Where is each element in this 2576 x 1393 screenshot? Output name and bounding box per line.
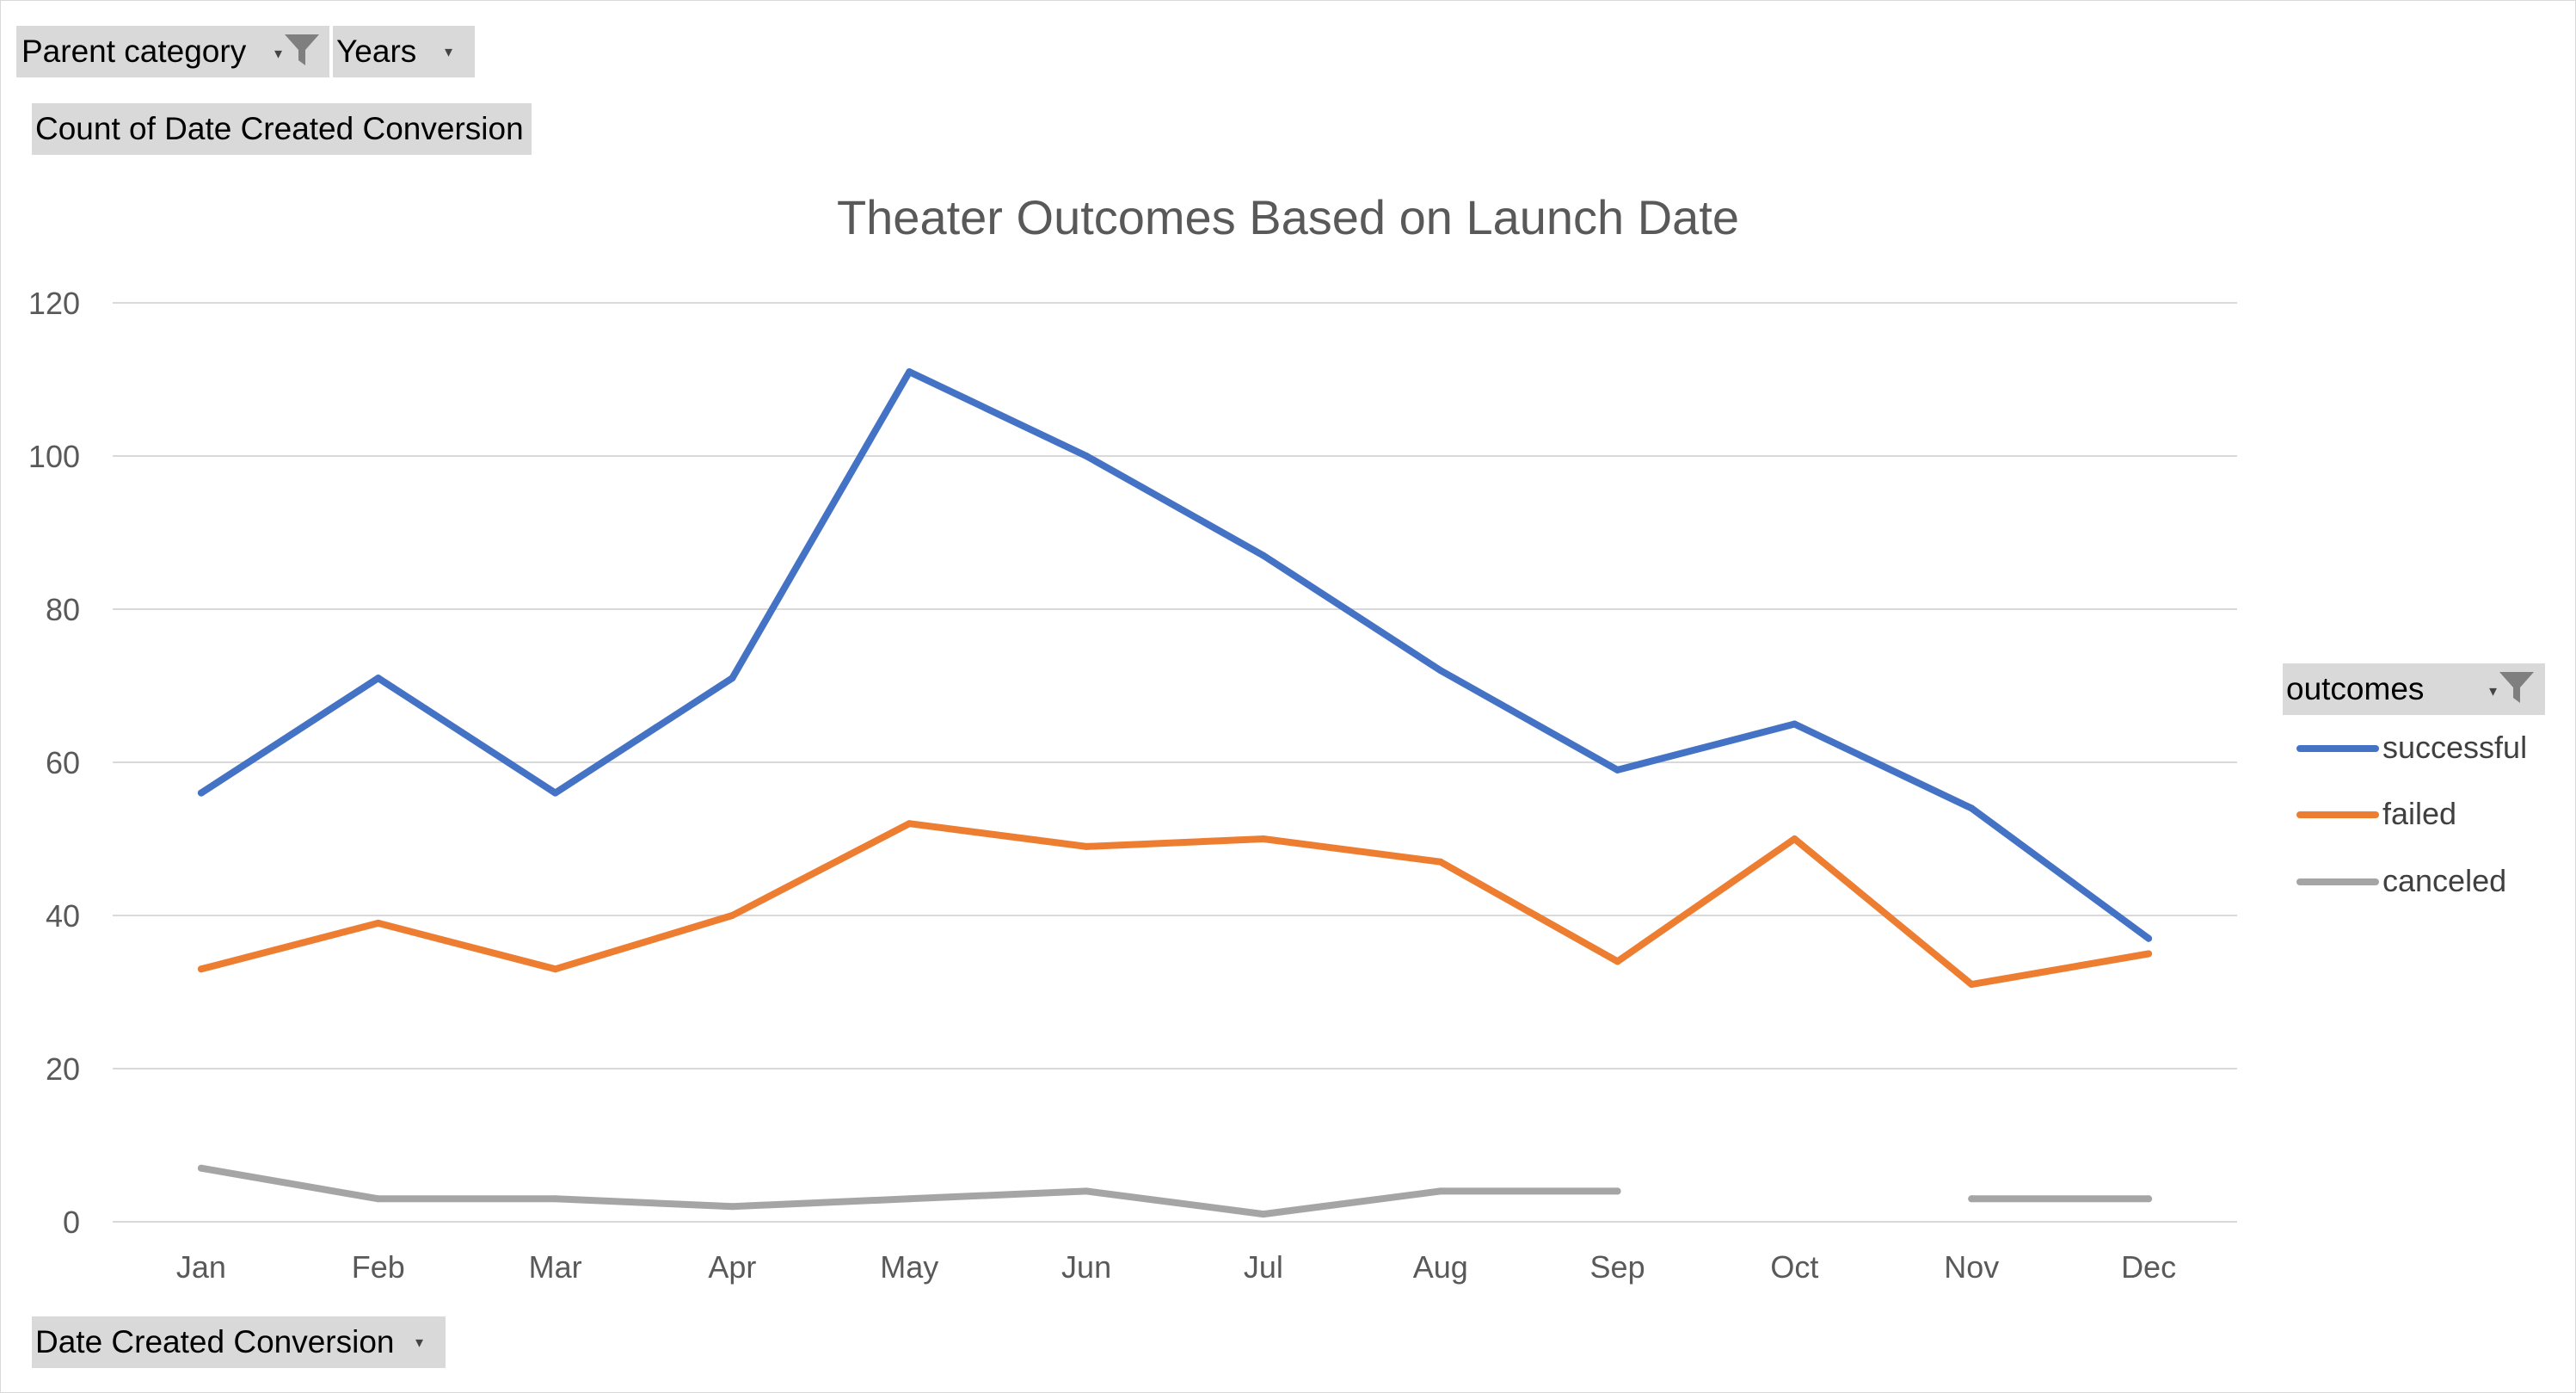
data-point-canceled: [551, 1195, 559, 1203]
funnel-filter-icon: [2499, 672, 2534, 703]
y-tick-label: 100: [28, 439, 80, 474]
data-point-successful: [1259, 552, 1267, 559]
x-tick-label: May: [880, 1249, 938, 1285]
x-tick-label: Sep: [1590, 1249, 1645, 1285]
data-point-failed: [197, 965, 205, 973]
y-tick-label: 20: [46, 1051, 80, 1087]
values-field-button[interactable]: Count of Date Created Conversion: [32, 103, 532, 155]
x-tick-label: Jan: [176, 1249, 226, 1285]
data-point-canceled: [1259, 1211, 1267, 1218]
data-point-failed: [1614, 958, 1621, 965]
data-point-successful: [906, 368, 913, 376]
data-point-failed: [374, 919, 382, 927]
outcomes-label: outcomes: [2286, 671, 2425, 706]
x-tick-label: Aug: [1413, 1249, 1468, 1285]
parent-category-filter-button[interactable]: Parent category ▾: [16, 26, 329, 77]
dropdown-arrow-icon: ▾: [415, 1334, 424, 1351]
data-point-failed: [1083, 842, 1091, 850]
data-point-canceled: [1083, 1187, 1091, 1195]
y-tick-label: 40: [46, 898, 80, 934]
axis-field-button[interactable]: Date Created Conversion ▾: [32, 1316, 446, 1368]
series-line-successful: [197, 368, 2153, 942]
x-tick-label: Oct: [1770, 1249, 1818, 1285]
years-filter-button[interactable]: Years ▾: [333, 26, 475, 77]
y-tick-label: 80: [46, 592, 80, 627]
data-point-canceled: [906, 1195, 913, 1203]
data-point-failed: [1259, 835, 1267, 842]
series-line-failed: [197, 820, 2153, 989]
dropdown-arrow-icon: ▾: [445, 43, 453, 60]
y-tick-label: 60: [46, 745, 80, 780]
parent-category-label: Parent category: [22, 34, 247, 69]
legend-line-canceled: [2296, 878, 2379, 885]
data-point-canceled: [2145, 1195, 2153, 1203]
legend-label-successful: successful: [2382, 730, 2528, 765]
x-tick-label: Dec: [2121, 1249, 2176, 1285]
legend-line-successful: [2296, 745, 2379, 752]
data-point-canceled: [197, 1164, 205, 1172]
data-point-canceled: [1968, 1195, 1976, 1203]
data-point-successful: [2145, 934, 2153, 942]
data-point-successful: [374, 675, 382, 682]
data-point-failed: [1968, 981, 1976, 989]
y-tick-label: 120: [28, 286, 80, 321]
data-point-successful: [729, 675, 736, 682]
values-field-label: Count of Date Created Conversion: [35, 111, 524, 146]
y-tick-label: 0: [63, 1205, 80, 1240]
x-tick-label: Apr: [708, 1249, 756, 1285]
data-point-successful: [1791, 720, 1798, 728]
x-tick-label: Feb: [352, 1249, 405, 1285]
x-tick-label: Jul: [1244, 1249, 1283, 1285]
data-point-successful: [551, 789, 559, 797]
x-tick-label: Jun: [1061, 1249, 1111, 1285]
x-tick-label: Nov: [1944, 1249, 1999, 1285]
x-tick-label: Mar: [529, 1249, 582, 1285]
data-point-successful: [1436, 667, 1444, 675]
data-point-successful: [1083, 453, 1091, 459]
dropdown-arrow-icon: ▾: [274, 45, 283, 62]
legend-line-failed: [2296, 811, 2379, 818]
data-point-successful: [1614, 766, 1621, 774]
series-line-canceled: [197, 1164, 1621, 1218]
data-point-failed: [1436, 858, 1444, 866]
outcomes-legend-filter-button[interactable]: outcomes ▾: [2283, 663, 2545, 715]
data-point-failed: [2145, 950, 2153, 958]
data-point-canceled: [1614, 1187, 1621, 1195]
data-point-failed: [729, 912, 736, 919]
data-point-failed: [906, 820, 913, 828]
data-point-successful: [197, 789, 205, 797]
data-point-failed: [551, 965, 559, 973]
legend-label-failed: failed: [2382, 796, 2457, 831]
data-point-canceled: [729, 1203, 736, 1211]
axis-field-label: Date Created Conversion: [35, 1324, 395, 1359]
data-point-failed: [1791, 835, 1798, 842]
dropdown-arrow-icon: ▾: [2489, 682, 2498, 700]
legend-label-canceled: canceled: [2382, 863, 2507, 898]
funnel-filter-icon: [285, 34, 319, 65]
data-point-canceled: [1436, 1187, 1444, 1195]
years-label: Years: [336, 34, 417, 69]
data-point-successful: [1968, 804, 1976, 812]
data-point-canceled: [374, 1195, 382, 1203]
chart-title: Theater Outcomes Based on Launch Date: [836, 190, 1740, 244]
